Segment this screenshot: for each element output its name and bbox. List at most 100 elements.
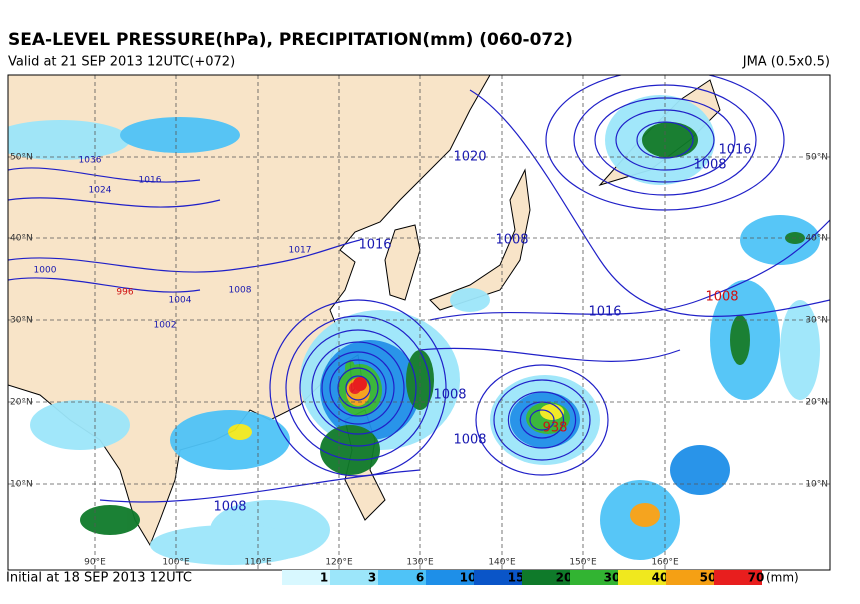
precip-area (540, 404, 564, 420)
precip-area (730, 315, 750, 365)
isobar (493, 379, 591, 461)
legend-label: 15 (508, 571, 525, 585)
isobar (8, 167, 201, 183)
isobar-label: 1008 (693, 158, 726, 173)
isobar (321, 351, 395, 425)
lon-label: 90°E (84, 558, 106, 568)
legend-label: 1 (320, 571, 328, 585)
lat-label: 10°N (10, 480, 33, 490)
legend-label: 40 (652, 571, 669, 585)
lon-label: 160°E (651, 558, 679, 568)
isobar-label: 1008 (433, 388, 466, 403)
graticule (8, 75, 830, 570)
precip-area (630, 503, 660, 527)
lon-label: 110°E (244, 558, 272, 568)
isobar (329, 359, 387, 417)
legend-label: 20 (556, 571, 573, 585)
isobar (636, 121, 694, 159)
lon-labels: 90°E 100°E 110°E 120°E 130°E 140°E 150°E 160°E (84, 558, 679, 568)
legend-swatch (666, 570, 714, 585)
isobar (8, 197, 221, 208)
lat-label: 50°N (10, 153, 33, 163)
legend-swatch (618, 570, 666, 585)
isobar-label: 1008 (213, 500, 246, 515)
typhoon-center (353, 377, 367, 391)
legend-swatch (426, 570, 474, 585)
lon-label: 130°E (406, 558, 434, 568)
isobar-label: 1016 (358, 238, 391, 253)
lat-label: 20°N (805, 398, 828, 408)
precip-area (450, 288, 490, 312)
land-korea (384, 224, 421, 301)
lat-label: 40°N (10, 234, 33, 244)
labels: 50°N 50°N 40°N 40°N 30°N 30°N 20°N 20°N 10°N 10°N… (10, 143, 828, 515)
lat-label: 40°N (805, 234, 828, 244)
isobar-label: 1016 (718, 143, 751, 158)
isobar (529, 409, 555, 431)
isobar (419, 347, 681, 362)
isobar (99, 469, 421, 503)
lat-label: 30°N (805, 316, 828, 326)
precip-area (80, 505, 140, 535)
isobar (8, 277, 201, 293)
isobar-label: 1008 (229, 286, 252, 296)
legend: 1 3 6 10 15 20 30 40 50 70 (mm) (282, 570, 799, 585)
isobar-label: 1017 (289, 246, 312, 256)
isobar-label: 996 (116, 288, 133, 298)
isobar-label: 1016 (139, 176, 162, 186)
initial-time: Initial at 18 SEP 2013 12UTC (6, 571, 192, 586)
lat-label: 20°N (10, 398, 33, 408)
isobar-label: 1000 (34, 266, 57, 276)
isobar (299, 329, 417, 447)
precip-area (345, 360, 355, 376)
precip-area (170, 410, 290, 470)
precip-area (30, 400, 130, 450)
isobar-label: 1008 (453, 433, 486, 448)
precip-area (740, 215, 820, 265)
isobar-label: 1036 (79, 156, 102, 166)
legend-swatch (282, 570, 330, 585)
isobar (475, 364, 609, 476)
legend-label: 70 (748, 571, 765, 585)
lat-label: 50°N (805, 153, 828, 163)
isobar-label: 1020 (453, 150, 486, 165)
map: 50°N 50°N 40°N 40°N 30°N 30°N 20°N 20°N 10°N 10°N… (8, 75, 830, 570)
isobar (469, 89, 830, 317)
isobar (337, 367, 379, 409)
legend-label: 10 (460, 571, 477, 585)
lat-label: 30°N (10, 316, 33, 326)
isobar (345, 375, 371, 401)
lon-label: 150°E (569, 558, 597, 568)
isobar (285, 315, 431, 461)
lon-label: 140°E (488, 558, 516, 568)
precip-area (120, 117, 240, 153)
precip-area (642, 122, 698, 158)
isobar (507, 391, 577, 449)
isobar-label: 1016 (588, 305, 621, 320)
isobar (311, 341, 405, 435)
isobar (429, 219, 830, 321)
model-label: JMA (0.5x0.5) (742, 55, 830, 70)
isobar (8, 239, 361, 273)
isobar-label: 1008 (495, 233, 528, 248)
isobar-label: 938 (543, 421, 568, 436)
precip-area (780, 300, 820, 400)
title: SEA-LEVEL PRESSURE(hPa), PRECIPITATION(m… (8, 30, 573, 50)
legend-swatch (570, 570, 618, 585)
precip-area (150, 525, 310, 565)
lon-label: 120°E (325, 558, 353, 568)
precip-area (228, 424, 252, 440)
legend-swatch (330, 570, 378, 585)
isobar (269, 299, 447, 477)
isobar-label: 1002 (154, 321, 177, 331)
legend-swatch (522, 570, 570, 585)
valid-time: Valid at 21 SEP 2013 12UTC(+072) (8, 55, 235, 70)
legend-swatch (378, 570, 426, 585)
legend-label: 50 (700, 571, 717, 585)
precip-area (670, 445, 730, 495)
precip-area (8, 120, 130, 160)
isobar-label: 1004 (169, 296, 192, 306)
legend-swatch (474, 570, 522, 585)
legend-unit: (mm) (766, 571, 799, 585)
